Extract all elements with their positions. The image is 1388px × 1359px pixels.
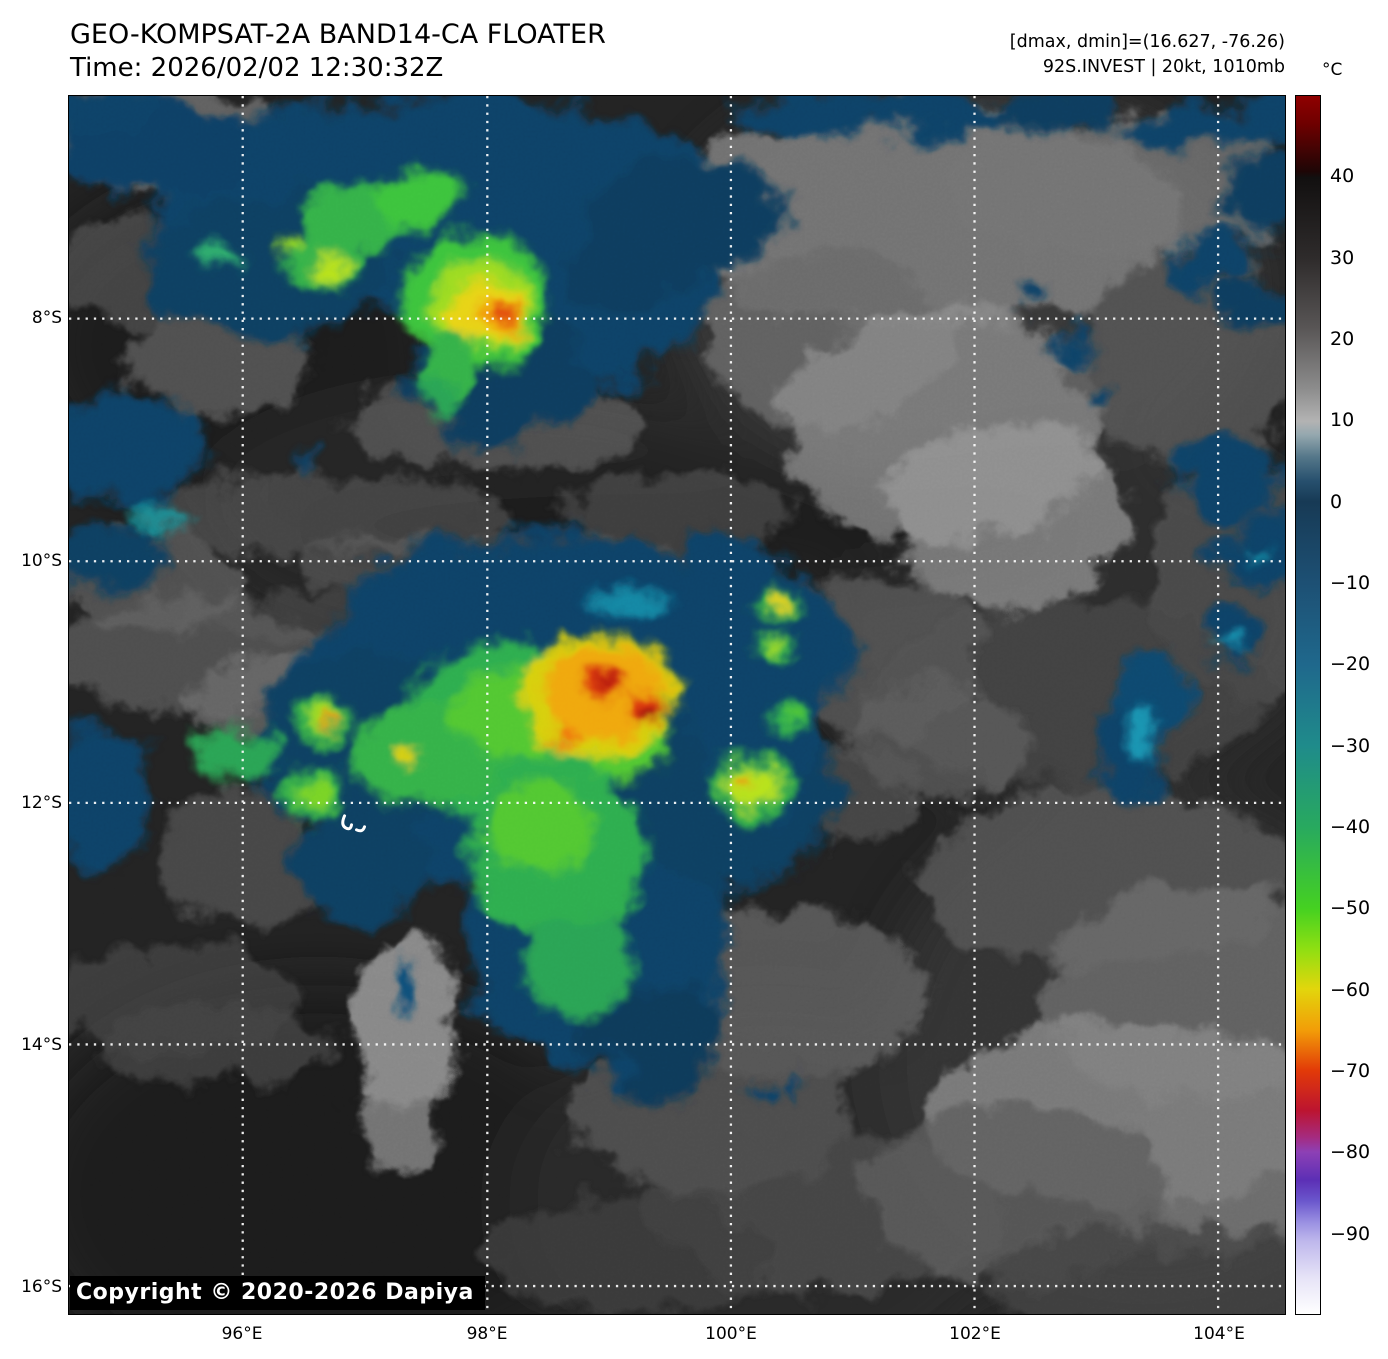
satellite-map: [68, 95, 1286, 1315]
colorbar-tick-label: −20: [1330, 653, 1371, 675]
colorbar-tick-label: 20: [1330, 328, 1355, 350]
colorbar-tick-label: 0: [1330, 491, 1343, 513]
lon-tick-label: 98°E: [466, 1324, 508, 1344]
lat-tick-label: 16°S: [21, 1277, 62, 1297]
lon-tick-label: 104°E: [1193, 1324, 1245, 1344]
colorbar-tick-label: −50: [1330, 897, 1371, 919]
colorbar-tick-label: 10: [1330, 409, 1355, 431]
dmax-dmin-readout: [dmax, dmin]=(16.627, -76.26): [1009, 32, 1285, 52]
copyright-badge: Copyright © 2020-2026 Dapiya: [70, 1276, 485, 1310]
header-info: [dmax, dmin]=(16.627, -76.26) 92S.INVEST…: [1010, 30, 1285, 81]
satellite-imagery: [69, 96, 1285, 1314]
longitude-axis: 96°E 98°E 100°E 102°E 104°E: [68, 1324, 1286, 1348]
island-coastline-marker: [341, 814, 367, 833]
colorbar-unit-label: °C: [1322, 60, 1343, 80]
lat-tick-label: 12°S: [21, 793, 62, 813]
page-title: GEO-KOMPSAT-2A BAND14-CA FLOATER: [70, 19, 606, 50]
header: GEO-KOMPSAT-2A BAND14-CA FLOATER Time: 2…: [70, 18, 606, 84]
lon-tick-label: 102°E: [949, 1324, 1001, 1344]
lat-tick-label: 14°S: [21, 1035, 62, 1055]
colorbar-tick-label: −10: [1330, 572, 1371, 594]
colorbar-tick-label: −60: [1330, 979, 1371, 1001]
lat-tick-label: 10°S: [21, 551, 62, 571]
storm-id-intensity: 92S.INVEST | 20kt, 1010mb: [1042, 57, 1285, 78]
image-grain-overlay: [69, 96, 1285, 1314]
colorbar-tick-label: −30: [1330, 735, 1371, 757]
colorbar-tick-label: −40: [1330, 816, 1371, 838]
colorbar-tick-label: 40: [1330, 165, 1355, 187]
timestamp: Time: 2026/02/02 12:30:32Z: [70, 52, 444, 83]
lat-tick-label: 8°S: [31, 308, 62, 328]
colorbar-tick-label: −90: [1330, 1223, 1371, 1245]
colorbar-tick-label: −80: [1330, 1141, 1371, 1163]
colorbar-tick-label: −70: [1330, 1060, 1371, 1082]
lon-tick-label: 100°E: [705, 1324, 757, 1344]
colorbar-tick-label: 30: [1330, 247, 1355, 269]
latitude-axis: 8°S 10°S 12°S 14°S 16°S: [0, 95, 62, 1315]
colorbar-ticks: 40 30 20 10 0 −10 −20 −30 −40 −50 −60 −7…: [1330, 95, 1386, 1315]
temperature-colorbar: [1295, 95, 1321, 1315]
lon-tick-label: 96°E: [221, 1324, 263, 1344]
